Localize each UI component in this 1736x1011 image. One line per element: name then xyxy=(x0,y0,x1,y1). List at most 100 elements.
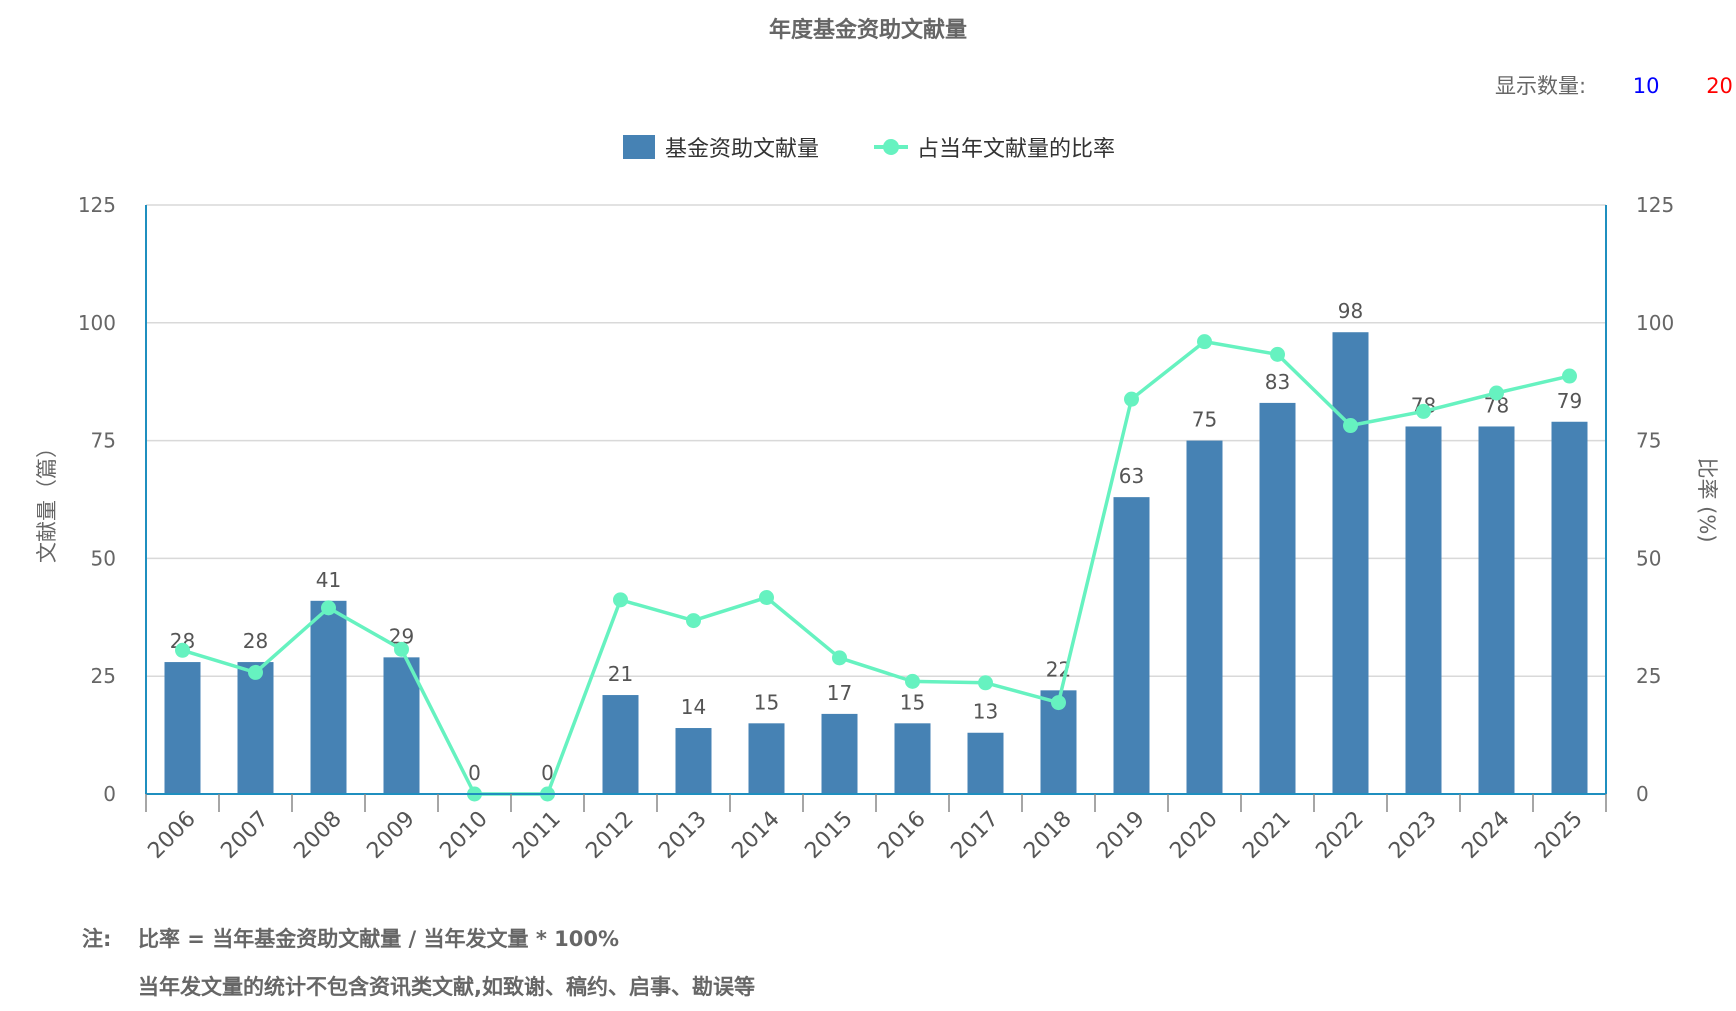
bar-2013 xyxy=(675,728,712,794)
bar-2025 xyxy=(1551,421,1588,794)
ratio-point-2022 xyxy=(1343,418,1358,434)
bar-value-label: 63 xyxy=(1119,464,1144,488)
y2-tick-label: 25 xyxy=(1636,664,1661,688)
bar-2019 xyxy=(1113,497,1150,794)
ratio-point-2006 xyxy=(175,642,190,658)
ratio-point-2020 xyxy=(1197,334,1212,350)
ratio-point-2021 xyxy=(1270,346,1285,362)
x-tick-label: 2020 xyxy=(1165,807,1222,864)
y-axis-title: 文献量（篇） xyxy=(35,437,59,563)
ratio-point-2015 xyxy=(832,650,847,666)
x-tick-label: 2007 xyxy=(216,807,273,864)
note-line-1: 比率 = 当年基金资助文献量 / 当年发文量 * 100% xyxy=(138,927,619,951)
bar-value-label: 83 xyxy=(1265,370,1290,394)
x-tick-label: 2013 xyxy=(654,807,711,864)
ratio-point-2012 xyxy=(613,592,628,608)
display-count-option-20[interactable]: 20 xyxy=(1706,74,1733,98)
chart-legend[interactable]: 基金资助文献量 占当年文献量的比率 xyxy=(623,135,1115,162)
chart-canvas: 28284129002114151715132263758398787879 0… xyxy=(35,135,1719,864)
bar-2009 xyxy=(383,657,420,794)
ratio-point-2007 xyxy=(248,664,263,680)
y-tick-label: 25 xyxy=(91,664,116,688)
display-count-label: 显示数量: xyxy=(1495,74,1587,98)
y-tick-label: 50 xyxy=(91,546,116,570)
bar-value-label: 17 xyxy=(827,681,852,705)
bar-value-label: 75 xyxy=(1192,408,1217,432)
bar-2012 xyxy=(602,695,639,794)
y-tick-label: 0 xyxy=(103,782,116,806)
x-tick-label: 2018 xyxy=(1019,807,1076,864)
y2-tick-label: 125 xyxy=(1636,193,1674,217)
x-tick-label: 2024 xyxy=(1457,807,1514,864)
bar-2006 xyxy=(164,662,201,794)
ratio-point-2013 xyxy=(686,613,701,629)
bar-value-label: 0 xyxy=(541,761,554,785)
x-tick-label: 2006 xyxy=(143,807,200,864)
chart-axes: 0 25 50 75 100 125 0 25 50 75 100 125 2006 2007 2008 20… xyxy=(35,193,1719,864)
ratio-point-2025 xyxy=(1562,368,1577,384)
note-label: 注: xyxy=(82,927,112,951)
bar-value-label: 41 xyxy=(316,568,341,592)
ratio-point-2014 xyxy=(759,590,774,606)
x-tick-label: 2015 xyxy=(800,807,857,864)
bar-2021 xyxy=(1259,402,1296,794)
bar-2017 xyxy=(967,732,1004,794)
x-tick-label: 2014 xyxy=(727,807,784,864)
x-tick-label: 2010 xyxy=(435,807,492,864)
bar-value-label: 13 xyxy=(973,700,998,724)
x-tick-label: 2023 xyxy=(1384,807,1441,864)
note-line-2: 当年发文量的统计不包含资讯类文献,如致谢、稿约、启事、勘误等 xyxy=(138,975,755,999)
legend-line-marker xyxy=(883,139,899,155)
legend-line-label: 占当年文献量的比率 xyxy=(917,137,1115,162)
x-tick-label: 2021 xyxy=(1238,807,1295,864)
y2-tick-label: 0 xyxy=(1636,782,1649,806)
x-tick-label: 2019 xyxy=(1092,807,1149,864)
ratio-point-2018 xyxy=(1051,695,1066,711)
bar-value-label: 79 xyxy=(1557,389,1582,413)
bar-2007 xyxy=(237,662,274,794)
ratio-point-2009 xyxy=(394,641,409,657)
legend-bar-label: 基金资助文献量 xyxy=(665,137,819,162)
bar-value-label: 14 xyxy=(681,695,706,719)
ratio-point-2024 xyxy=(1489,385,1504,401)
y2-tick-label: 100 xyxy=(1636,311,1674,335)
x-tick-label: 2016 xyxy=(873,807,930,864)
x-tick-label: 2008 xyxy=(289,807,346,864)
ratio-line xyxy=(181,339,1570,796)
x-tick-label: 2009 xyxy=(362,807,419,864)
x-tick-label: 2025 xyxy=(1530,807,1587,864)
x-tick-label: 2017 xyxy=(946,807,1003,864)
bar-2014 xyxy=(748,723,785,794)
bar-2023 xyxy=(1405,426,1442,794)
y2-tick-label: 75 xyxy=(1636,429,1661,453)
y2-axis-title: 比率 (%) xyxy=(1695,457,1719,542)
bar-2024 xyxy=(1478,426,1515,794)
y-tick-label: 125 xyxy=(78,193,116,217)
legend-bar-swatch xyxy=(623,135,655,159)
y-tick-label: 100 xyxy=(78,311,116,335)
bar-value-label: 15 xyxy=(754,690,779,714)
ratio-point-2016 xyxy=(905,673,920,689)
chart-title: 年度基金资助文献量 xyxy=(768,18,967,43)
ratio-point-2017 xyxy=(978,675,993,691)
y-tick-label: 75 xyxy=(91,429,116,453)
bar-2015 xyxy=(821,713,858,794)
ratio-point-2019 xyxy=(1124,391,1139,407)
x-tick-label: 2011 xyxy=(508,807,565,864)
x-tick-label: 2022 xyxy=(1311,807,1368,864)
display-count-option-10[interactable]: 10 xyxy=(1632,74,1660,98)
bar-2008 xyxy=(310,600,347,794)
bar-2016 xyxy=(894,723,931,794)
chart-notes: 注: 比率 = 当年基金资助文献量 / 当年发文量 * 100% 当年发文量的统计… xyxy=(82,915,755,1011)
bar-2022 xyxy=(1332,332,1369,794)
bar-value-label: 98 xyxy=(1338,299,1363,323)
ratio-point-2023 xyxy=(1416,403,1431,419)
chart-grid xyxy=(146,204,1606,677)
bar-series: 28284129002114151715132263758398787879 xyxy=(164,299,1588,794)
bar-value-label: 0 xyxy=(468,761,481,785)
bar-2020 xyxy=(1186,440,1223,794)
ratio-line-series xyxy=(175,334,1577,802)
bar-value-label: 28 xyxy=(243,629,268,653)
bar-value-label: 15 xyxy=(900,690,925,714)
bar-value-label: 21 xyxy=(608,662,633,686)
